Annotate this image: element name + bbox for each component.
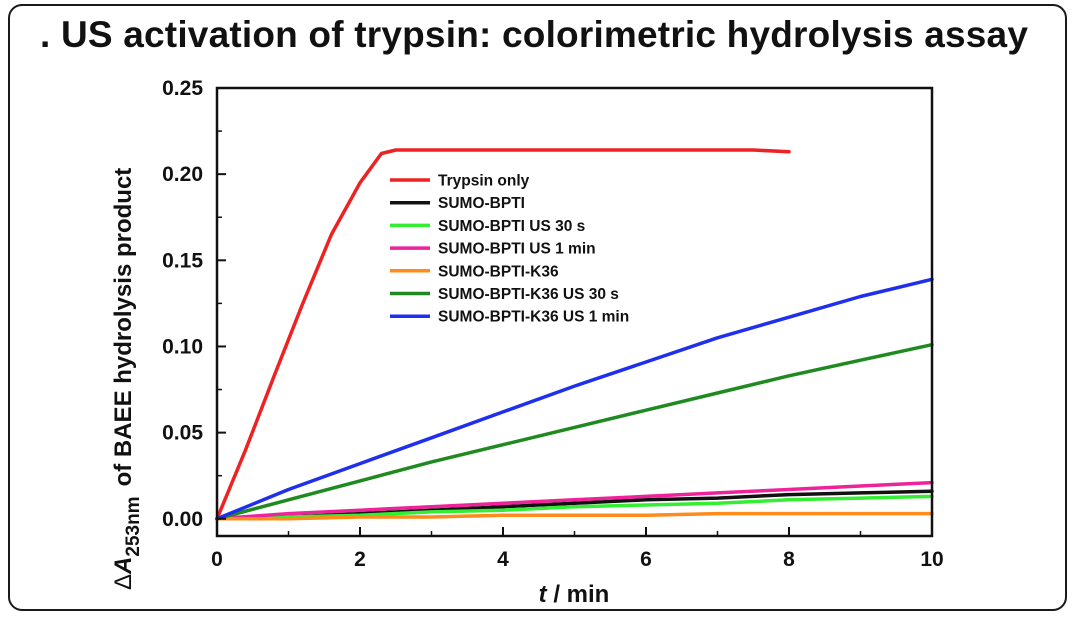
y-axis-label: ΔA253nm of BAEE hydrolysis product [110, 168, 144, 590]
series-line-5 [215, 511, 934, 521]
legend-label-2: SUMO-BPTI [438, 195, 525, 212]
x-tick-label: 4 [497, 548, 509, 571]
legend-label-3: SUMO-BPTI US 30 s [438, 218, 585, 235]
figure-title: . US activation of trypsin: colorimetric… [40, 14, 1029, 55]
series-line-7 [215, 277, 934, 521]
series-line-1 [215, 148, 791, 521]
legend-label-5: SUMO-BPTI-K36 [438, 263, 559, 280]
legend: Trypsin only SUMO-BPTI SUMO-BPTI US 30 s SU… [390, 173, 629, 326]
legend-label-1: Trypsin only [438, 173, 530, 190]
ticks-layer: 0 2 4 6 8 10 0.00 0.05 0.10 0.15 0.20 0.25 [162, 77, 944, 571]
y-tick-label: 0.10 [162, 335, 203, 358]
x-tick-label: 2 [354, 548, 366, 571]
y-tick-label: 0.25 [162, 77, 203, 100]
y-tick-label: 0.00 [162, 508, 203, 531]
y-tick-label: 0.20 [162, 163, 203, 186]
series-line-6 [215, 342, 934, 521]
x-axis-label-variable: t [539, 581, 548, 608]
series-layer [215, 148, 934, 521]
legend-label-4: SUMO-BPTI US 1 min [438, 241, 596, 258]
x-axis-label-unit: / min [547, 581, 610, 608]
x-axis-label: t / min [539, 581, 610, 608]
y-axis-label-variable: A [110, 557, 137, 575]
x-tick-label: 0 [211, 548, 223, 571]
y-axis-label-subscript: 253nm [123, 496, 144, 556]
y-axis-label-delta: Δ [110, 574, 137, 590]
x-tick-label: 8 [783, 548, 795, 571]
x-tick-label: 10 [920, 548, 943, 571]
y-tick-label: 0.05 [162, 422, 203, 445]
legend-label-6: SUMO-BPTI-K36 US 30 s [438, 286, 619, 303]
y-axis-label-rest: of BAEE hydrolysis product [110, 168, 137, 487]
series-line-4 [215, 480, 934, 521]
legend-label-7: SUMO-BPTI-K36 US 1 min [438, 309, 629, 326]
y-tick-label: 0.15 [162, 249, 203, 272]
x-tick-label: 6 [640, 548, 652, 571]
